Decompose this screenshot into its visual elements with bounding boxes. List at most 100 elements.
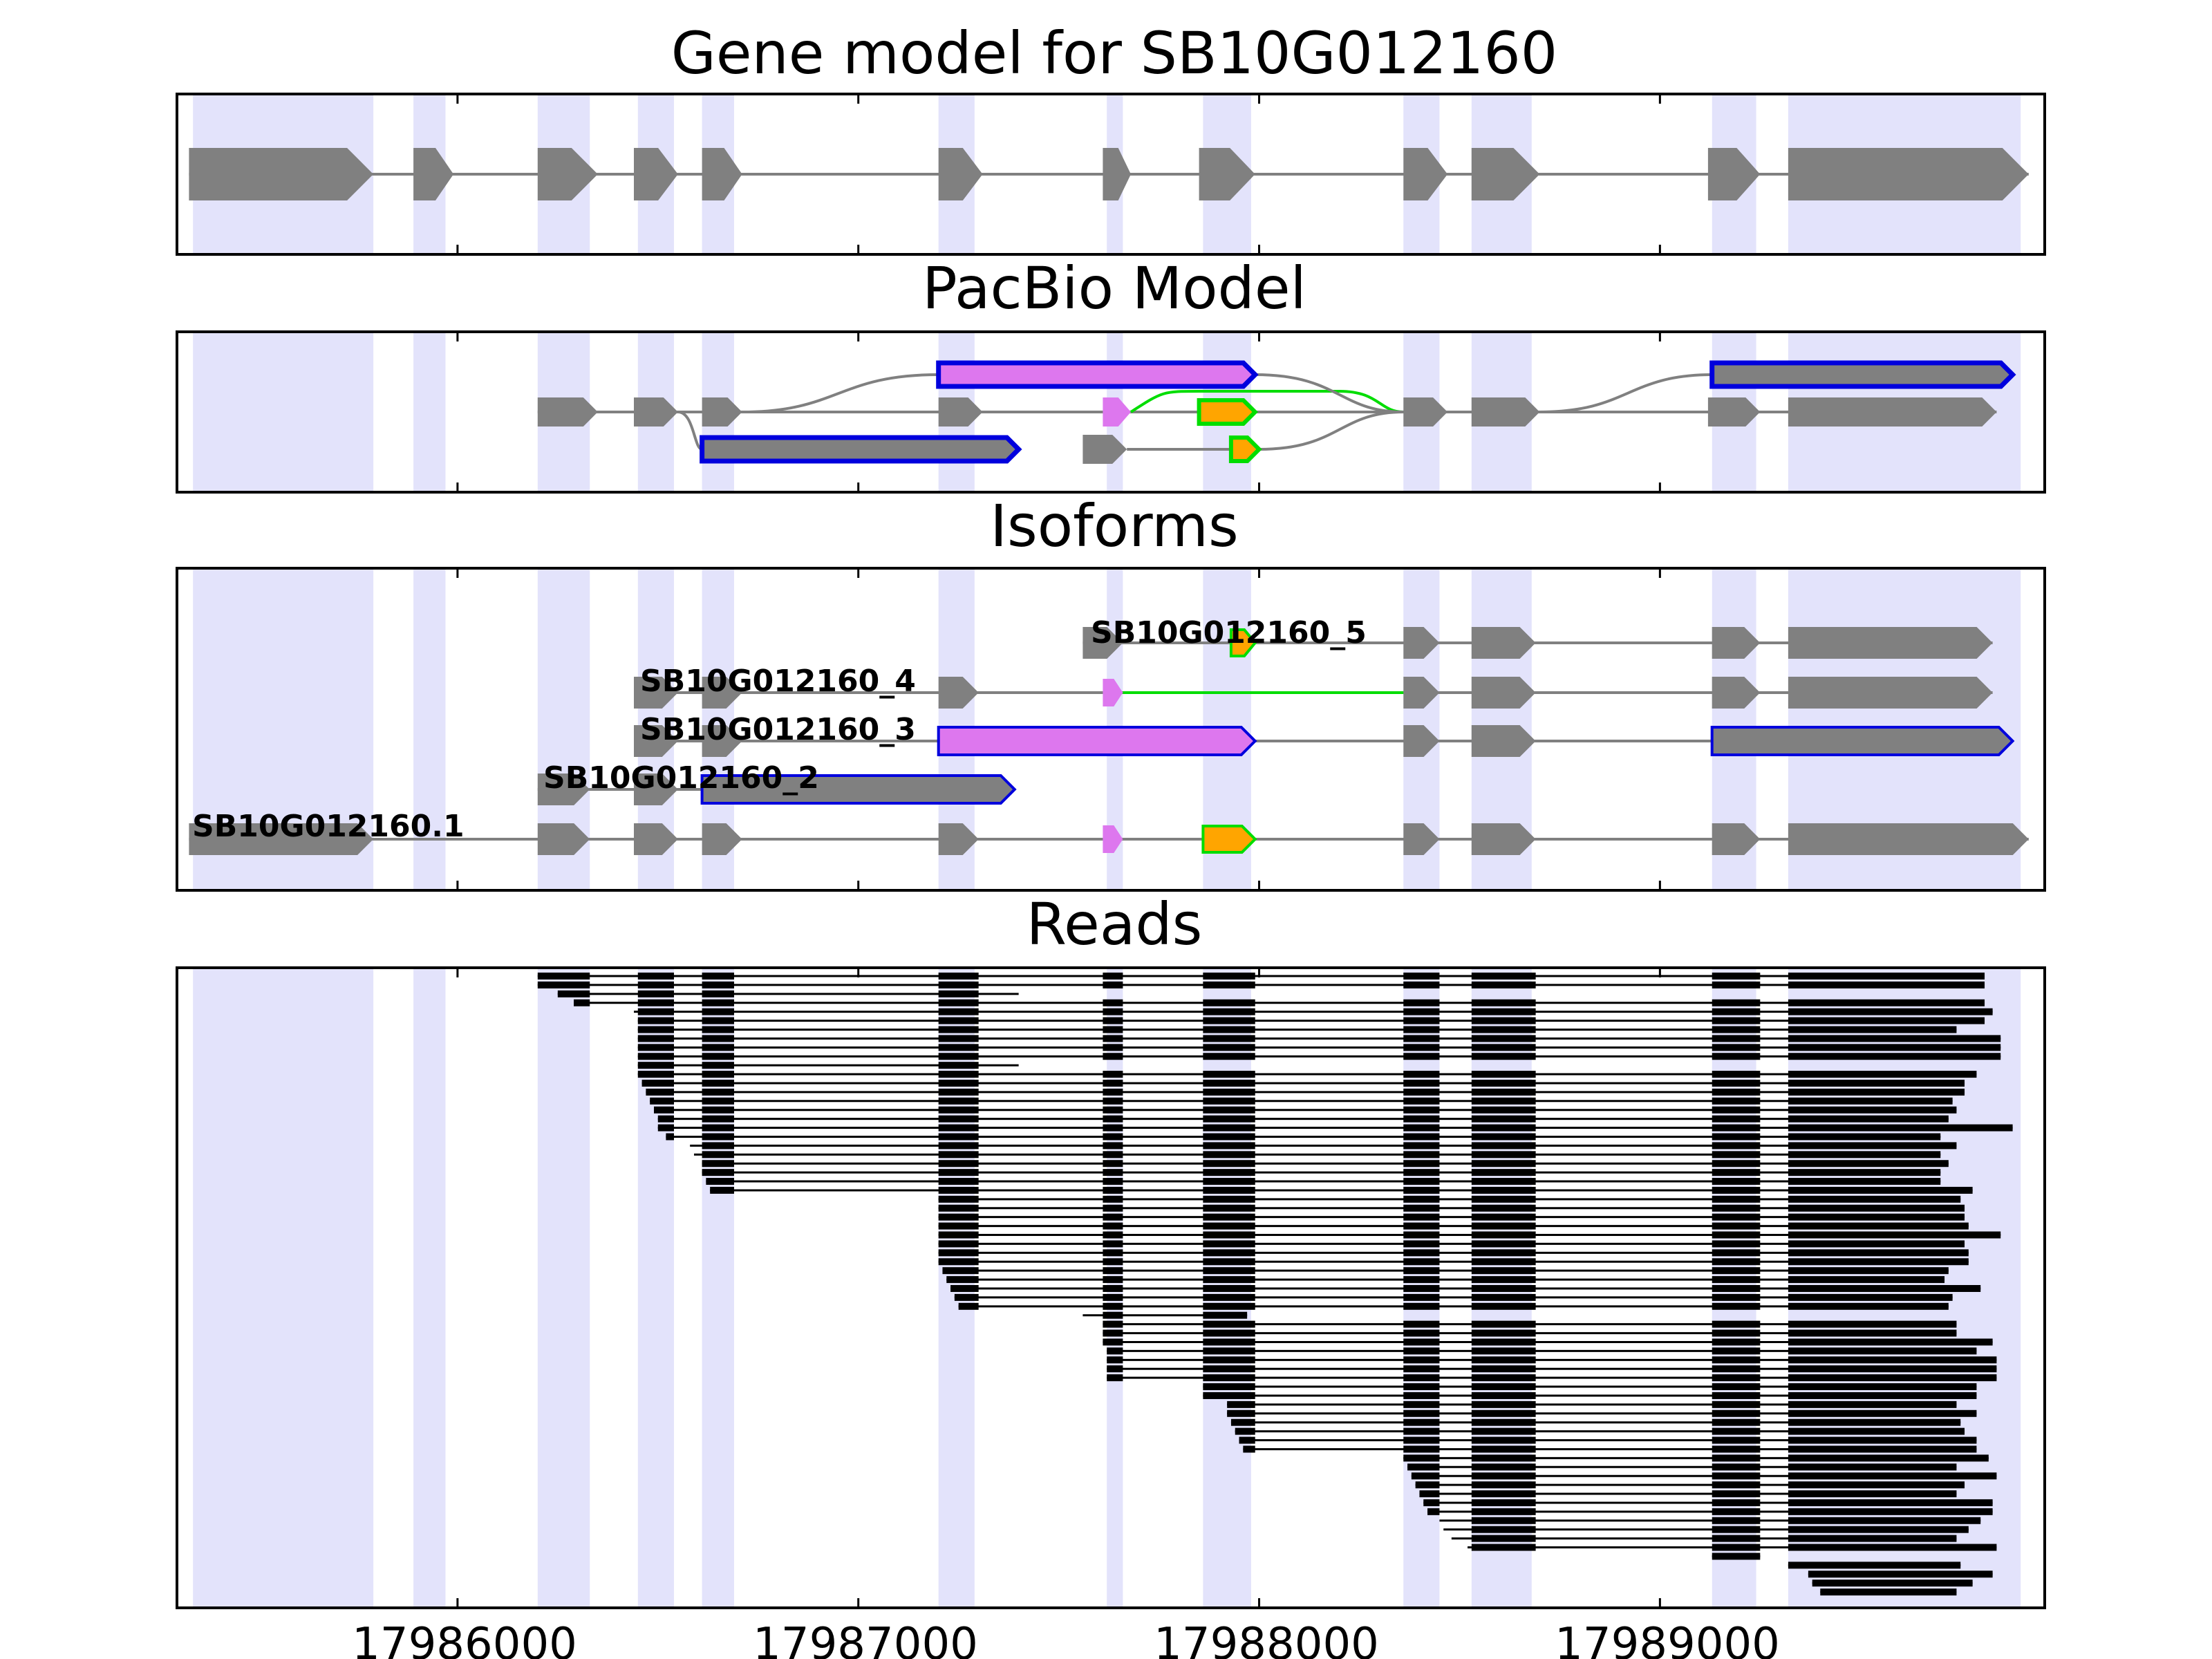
read-block [1712, 981, 1761, 988]
read-block [1107, 1347, 1123, 1355]
read-block [1239, 1436, 1255, 1444]
isoform-exon [1712, 677, 1761, 709]
read-block [1712, 1320, 1761, 1328]
read-block [1243, 1445, 1255, 1453]
read-block [1712, 1115, 1761, 1123]
read-block [1788, 1044, 2001, 1051]
pacbio-model-panel [176, 330, 2046, 494]
splice-connector [677, 411, 703, 451]
pacbio-exon [1707, 397, 1761, 427]
read-block [1712, 1481, 1761, 1489]
read-block [1712, 1186, 1761, 1194]
read-block [1712, 1169, 1761, 1177]
read-block [702, 1115, 734, 1123]
read-block [1203, 981, 1255, 988]
read-block [1203, 1258, 1255, 1266]
read-block [1419, 1490, 1440, 1498]
read-block [1788, 1383, 1977, 1391]
splice-connector [1539, 373, 1712, 413]
read-block [1712, 1356, 1761, 1364]
read-block [938, 1186, 979, 1194]
read-block [938, 1106, 979, 1114]
read-block [1712, 1222, 1761, 1230]
exon-highlight-band [193, 332, 374, 492]
read-block [1203, 973, 1255, 980]
read-block [637, 1026, 674, 1033]
isoform-exon [634, 774, 678, 805]
read-block [1403, 1026, 1440, 1033]
read-block [1403, 1142, 1440, 1150]
read-block [1403, 1391, 1440, 1399]
read-block [1471, 1535, 1536, 1542]
read-block [1403, 1169, 1440, 1177]
isoform-retained-intron [700, 774, 1017, 805]
read-block [1227, 1409, 1255, 1417]
read-block [1712, 1508, 1761, 1515]
read-block [1712, 1124, 1761, 1132]
read-block [1203, 1365, 1255, 1373]
read-block [1103, 1008, 1123, 1015]
isoform-exon [537, 823, 590, 855]
read-block [1423, 1499, 1440, 1506]
read-block [1103, 1311, 1123, 1319]
isoforms-title: Isoforms [990, 492, 1239, 560]
read-block [1712, 1400, 1761, 1408]
read-block [1403, 1079, 1440, 1087]
read-block [1712, 1365, 1761, 1373]
read-block [702, 1151, 734, 1159]
panel-frame [176, 330, 2046, 494]
read-block [1403, 1427, 1440, 1435]
read-block [1788, 1544, 1997, 1551]
read-block [1788, 1267, 1949, 1275]
read-block [537, 973, 590, 980]
read-block [938, 1204, 979, 1212]
read-block [1403, 1320, 1440, 1328]
read-block [1788, 1053, 2001, 1060]
read-block [1203, 1383, 1255, 1391]
read-block [1712, 1008, 1761, 1015]
gene-exon [1199, 148, 1255, 200]
read-block [938, 1088, 979, 1096]
read-block [938, 1222, 979, 1230]
isoform-exon [1471, 823, 1536, 855]
read-block [942, 1267, 979, 1275]
panel-frame [176, 93, 2046, 256]
isoform-exon [1082, 627, 1123, 659]
read-block [1103, 1053, 1123, 1060]
isoform-retained-intron [937, 726, 1257, 756]
read-block [1788, 1124, 2013, 1132]
read-block [1227, 1400, 1255, 1408]
read-block [1471, 1267, 1536, 1275]
pacbio-exon [537, 397, 598, 427]
read-block [958, 1302, 979, 1310]
read-block [702, 999, 734, 1006]
read-block [1712, 1071, 1761, 1078]
read-block [1712, 1249, 1761, 1257]
read-block [702, 1035, 734, 1042]
gene-exon [1788, 148, 2029, 200]
exon-highlight-band [193, 968, 374, 1608]
read-block [1712, 999, 1761, 1006]
read-block [1471, 1490, 1536, 1498]
isoform-exon [1788, 677, 1993, 709]
read-block [1203, 1124, 1255, 1132]
read-block [938, 990, 979, 997]
read-block [1788, 1071, 1977, 1078]
read-block [1403, 1106, 1440, 1114]
read-block [1427, 1508, 1440, 1515]
read-block [1471, 1338, 1536, 1346]
gene-exon [537, 148, 598, 200]
read-block [1403, 1436, 1440, 1444]
read-block [938, 1071, 979, 1078]
read-block [702, 1133, 734, 1141]
read-block [1403, 1365, 1440, 1373]
read-block [1203, 1356, 1255, 1364]
read-block [1471, 1249, 1536, 1257]
read-block [1403, 1097, 1440, 1105]
reads-panel [176, 966, 2046, 1609]
isoform-label: SB10G012160_5 [1091, 615, 1367, 650]
read-block [1471, 1079, 1536, 1087]
read-block [1103, 1293, 1123, 1301]
read-block [1788, 1115, 1949, 1123]
isoforms-panel: SB10G012160_5 SB10G012160_4 SB10G012160_3 S… [176, 567, 2046, 892]
